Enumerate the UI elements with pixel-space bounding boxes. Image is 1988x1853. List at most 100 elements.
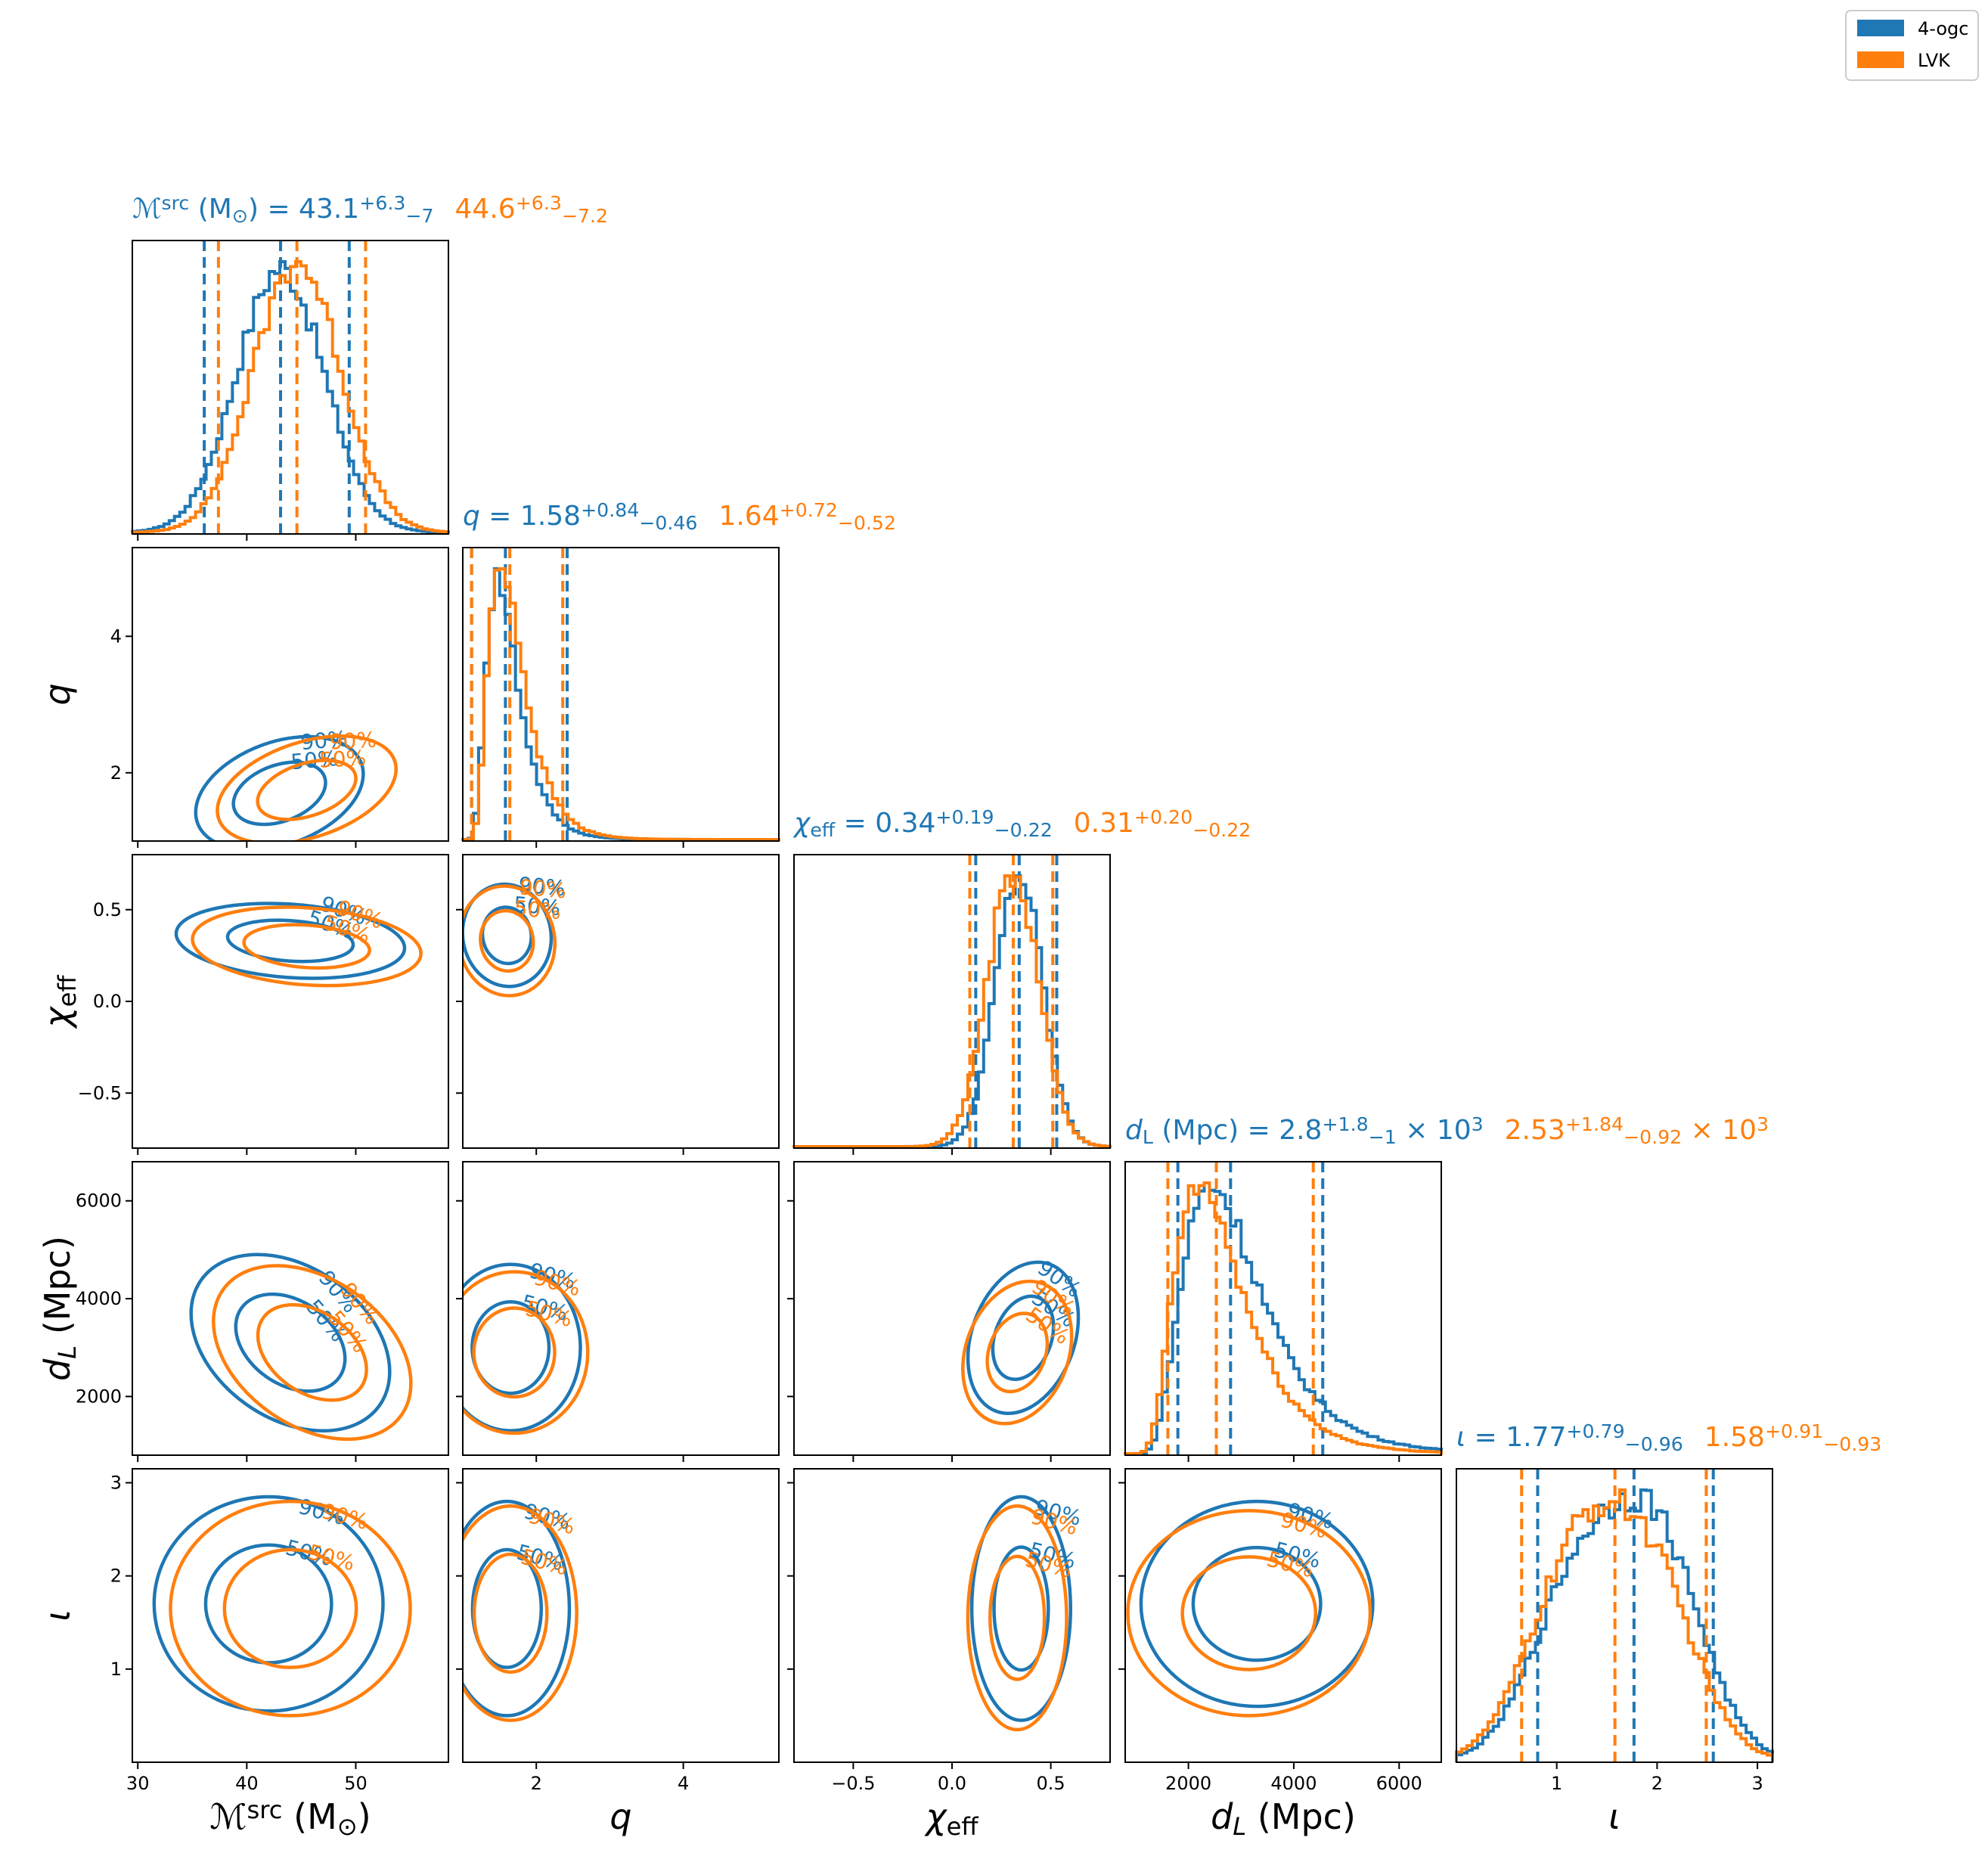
contour-label-blue: 90% — [517, 872, 566, 901]
y-axis-label-iota-part: ι — [37, 1609, 78, 1622]
title-orange-dl-part: × 10 — [1682, 1115, 1757, 1146]
title-blue-iota-part: = 1.77 — [1465, 1422, 1566, 1453]
title-blue-q-part: −0.46 — [639, 512, 697, 534]
contour-lines: 90%50%90%50% — [1126, 1498, 1375, 1718]
contour-panel-r1-c0: 90%50%90%50% — [194, 726, 399, 841]
y-axis-label-dl-part: (Mpc) — [37, 1236, 78, 1346]
panel-frame-r4-c4: 1 2 3 — [1456, 1468, 1773, 1794]
x-tick-label: 50 — [344, 1773, 368, 1794]
y-tick-label: 6000 — [76, 1190, 122, 1212]
contour-panel-r4-c2: 90%50%90%50% — [966, 1495, 1084, 1732]
y-axis-label-chi-part: eff — [53, 975, 82, 1007]
contour-orange-90 — [1126, 1509, 1372, 1718]
y-tick-label: 0.0 — [93, 991, 122, 1012]
diag-title-dl: dL (Mpc) = 2.8+1.8−1 × 103 2.53+1.84−0.92… — [1125, 1113, 1769, 1149]
contour-blue-50 — [470, 1300, 551, 1395]
contour-orange-90 — [463, 1504, 578, 1722]
title-blue-dl-part: (Mpc) = 2.8 — [1153, 1115, 1323, 1146]
panel-frame-r4-c2: −0.5 0.0 0.5 — [787, 1468, 1111, 1794]
panel-border — [132, 1161, 449, 1456]
contour-label-orange: 90% — [526, 1503, 578, 1539]
contour-orange-90 — [169, 1499, 412, 1718]
x-axis-label-mc-part: ) — [358, 1796, 371, 1837]
panel-frame-r1-c0: 24 — [110, 547, 449, 848]
title-orange-mc-part: 44.6 — [455, 194, 516, 225]
legend-label-lvk: LVK — [1918, 50, 1951, 71]
contour-panel-r3-c0: 90%50%90%50% — [189, 1252, 413, 1442]
title-orange-dl-part: +1.84 — [1565, 1113, 1624, 1135]
panel-border — [1456, 1468, 1773, 1763]
title-blue-mc-part: −7 — [405, 205, 433, 227]
histogram-iota — [1455, 1469, 1774, 1762]
contour-label-orange: 50% — [513, 895, 562, 924]
title-orange-q-part: −0.52 — [838, 512, 896, 534]
x-tick-label: 40 — [235, 1773, 259, 1794]
contour-orange-50 — [472, 1552, 549, 1675]
y-tick-label: 2000 — [76, 1386, 122, 1407]
title-orange-chi: 0.31+0.20−0.22 — [1074, 806, 1251, 842]
diag-title-mc: ℳsrc (M⊙) = 43.1+6.3−7 44.6+6.3−7.2 — [132, 192, 608, 228]
title-orange-q-part: 1.64 — [718, 501, 779, 532]
contour-blue-90 — [152, 1495, 385, 1713]
title-orange-dl-part: 2.53 — [1505, 1115, 1565, 1146]
panel-border — [1124, 1161, 1442, 1456]
panel-border — [132, 1468, 449, 1763]
contour-orange-50 — [472, 1306, 557, 1399]
x-tick-label: 6000 — [1376, 1773, 1422, 1794]
x-axis-label-mc-part: (M — [283, 1796, 337, 1837]
contour-orange-50 — [988, 1554, 1047, 1681]
histogram-q — [461, 548, 780, 841]
contour-orange-50 — [985, 1311, 1050, 1394]
x-tick-label: 0.0 — [938, 1773, 966, 1794]
contour-blue-90 — [1139, 1499, 1375, 1709]
title-blue-dl-part: 3 — [1472, 1113, 1484, 1135]
contour-label-orange: 90% — [519, 874, 568, 903]
contour-orange-90 — [191, 905, 423, 988]
contour-panel-r3-c1: 90%50%90%50% — [463, 1258, 590, 1436]
x-axis-label-dl-part: d — [1211, 1796, 1233, 1837]
hist-blue-iota — [1455, 1488, 1774, 1762]
panel-border — [132, 854, 449, 1149]
legend-swatch-4-ogc — [1857, 20, 1904, 36]
title-orange-chi-part: 0.31 — [1074, 808, 1134, 839]
panel-border — [462, 854, 780, 1149]
x-axis-label-chi-part: eff — [947, 1812, 979, 1841]
title-blue-dl: dL (Mpc) = 2.8+1.8−1 × 103 — [1125, 1113, 1484, 1149]
title-blue-chi-part: −0.22 — [994, 819, 1053, 841]
diag-title-q: q = 1.58+0.84−0.46 1.64+0.72−0.52 — [463, 499, 896, 535]
legend-swatch-lvk — [1857, 51, 1904, 68]
histogram-mc — [131, 241, 450, 534]
contour-panel-r4-c3: 90%50%90%50% — [1126, 1498, 1375, 1718]
y-tick-label: −0.5 — [78, 1082, 122, 1103]
contour-blue-90 — [463, 1262, 582, 1432]
contour-lines: 90%50%90%50% — [189, 1252, 413, 1442]
x-axis-label-iota: ι — [1608, 1796, 1620, 1837]
title-blue-dl-part: +1.8 — [1322, 1113, 1368, 1135]
x-tick-label: 2 — [531, 1773, 542, 1794]
hist-blue-mc — [131, 260, 450, 534]
title-blue-mc-part: +6.3 — [359, 192, 405, 214]
corner-panels: 90%50%90%50%90%50%90%50%90%50%90%50%90%5… — [37, 192, 1881, 1841]
contour-panel-r4-c1: 90%50%90%50% — [463, 1498, 578, 1722]
contour-label-orange: 90% — [319, 1498, 371, 1535]
x-tick-label: 3 — [1751, 1773, 1763, 1794]
x-axis-label-chi: χeff — [923, 1796, 978, 1841]
contour-orange-50 — [256, 1302, 368, 1402]
x-axis-label-dl-part: (Mpc) — [1246, 1796, 1356, 1837]
x-tick-label: 2000 — [1165, 1773, 1211, 1794]
y-tick-label: 4000 — [76, 1288, 122, 1309]
contour-label-orange: 90% — [329, 727, 377, 754]
x-axis-label-mc: ℳsrc (M⊙) — [209, 1796, 371, 1841]
title-blue-mc-part: (M — [189, 194, 232, 225]
contour-panel-r2-c1: 90%50%90%50% — [463, 872, 568, 998]
panel-frame-r3-c2 — [787, 1161, 1111, 1462]
panel-frame-r2-c0: −0.5 0.0 0.5 — [78, 854, 449, 1155]
x-tick-label: 0.5 — [1037, 1773, 1065, 1794]
contour-panel-r4-c0: 90%50%90%50% — [152, 1494, 412, 1718]
y-axis-label-q-part: q — [37, 683, 78, 705]
panel-frame-r2-c2 — [793, 854, 1111, 1155]
panel-frame-r4-c0: 30 40 50 1 2 3 — [110, 1468, 449, 1794]
panel-border — [462, 1161, 780, 1456]
